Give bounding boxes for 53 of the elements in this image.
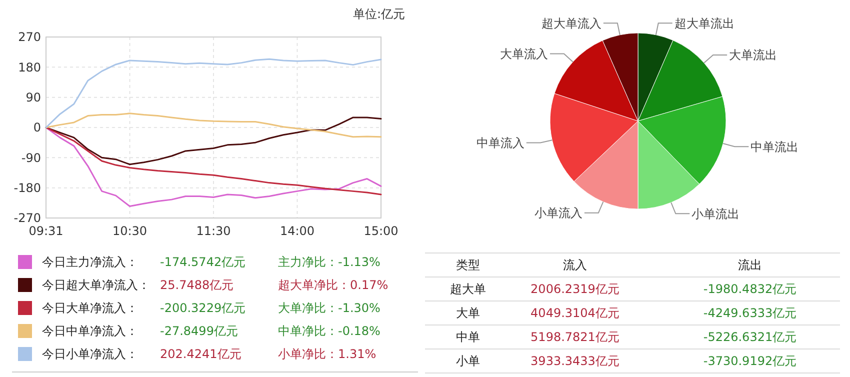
legend-label: 今日大单净流入： <box>42 301 138 316</box>
slice-label: 小单流出 <box>692 206 740 221</box>
line-series <box>45 112 382 138</box>
y-tick-label: -90 <box>21 150 41 165</box>
text: 3933.3433亿元 <box>530 354 620 368</box>
legend-label: 今日超大单净流入： <box>42 278 150 292</box>
slice-label: 超大单流出 <box>674 16 734 30</box>
text: 小单 <box>456 354 480 368</box>
text: 超大单净比：0.17% <box>278 278 388 292</box>
slice-label: 小单流入 <box>534 206 582 220</box>
text: 流出 <box>738 258 762 272</box>
text: 25.7488亿元 <box>160 278 234 292</box>
y-tick-label: 270 <box>18 30 41 44</box>
y-tick-label: 180 <box>18 60 41 74</box>
slice-label: 大单流出 <box>729 48 778 62</box>
slice-label: 中单流入 <box>476 136 524 150</box>
text: 2006.2319亿元 <box>530 282 620 296</box>
text: 流入 <box>563 258 587 272</box>
text: 5198.7821亿元 <box>530 330 620 344</box>
slice-label: 超大单流入 <box>541 16 602 30</box>
text: 202.4241亿元 <box>160 347 242 362</box>
text: 超大单 <box>450 282 486 296</box>
text: -3730.9192亿元 <box>703 354 797 368</box>
text: 中单 <box>456 330 480 344</box>
slice-label: 大单流入 <box>500 46 548 61</box>
y-tick-label: 90 <box>26 90 41 105</box>
text: -174.5742亿元 <box>160 255 246 270</box>
text: 小单净比：1.31% <box>278 347 376 362</box>
text: -200.3229亿元 <box>160 301 246 316</box>
text: -5226.6321亿元 <box>703 330 797 344</box>
y-tick-label: 0 <box>33 120 41 135</box>
legend-label: 今日小单净流入： <box>42 347 138 362</box>
text: 4049.3104亿元 <box>530 306 620 320</box>
text: 大单净比：-1.30% <box>278 301 380 316</box>
x-tick-label: 15:00 <box>364 224 398 238</box>
text: 大单 <box>456 306 480 320</box>
text: 中单净比：-0.18% <box>278 324 380 338</box>
x-tick-label: 14:00 <box>280 224 315 238</box>
y-tick-label: -270 <box>14 211 41 226</box>
legend-label: 今日中单净流入： <box>42 324 138 338</box>
x-tick-label: 10:30 <box>112 224 148 238</box>
text: 主力净比：-1.13% <box>278 255 380 270</box>
text: -1980.4832亿元 <box>703 282 797 296</box>
line-series <box>45 58 382 128</box>
x-tick-label: 11:30 <box>196 224 231 238</box>
text: 类型 <box>456 258 480 272</box>
text: -4249.6333亿元 <box>703 306 797 320</box>
y-tick-label: -180 <box>14 181 41 196</box>
chart-subtitle: 单位:亿元 <box>353 7 406 21</box>
legend-label: 今日主力净流入： <box>42 255 138 270</box>
slice-label: 中单流出 <box>750 140 799 154</box>
text: -27.8499亿元 <box>160 324 238 338</box>
x-tick-label: 09:31 <box>28 224 64 238</box>
